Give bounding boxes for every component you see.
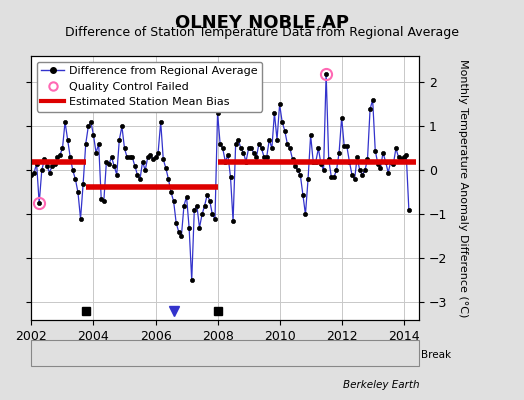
Text: Station Move: Station Move <box>55 350 123 360</box>
Text: ▲: ▲ <box>142 348 151 361</box>
Text: Record Gap: Record Gap <box>155 350 215 360</box>
Text: ▼: ▼ <box>236 348 246 361</box>
Legend: Difference from Regional Average, Quality Control Failed, Estimated Station Mean: Difference from Regional Average, Qualit… <box>37 62 263 112</box>
Text: Time of Obs. Change: Time of Obs. Change <box>249 350 358 360</box>
Text: Difference of Station Temperature Data from Regional Average: Difference of Station Temperature Data f… <box>65 26 459 39</box>
Text: ■: ■ <box>356 348 367 361</box>
Text: Berkeley Earth: Berkeley Earth <box>343 380 419 390</box>
Text: Empirical Break: Empirical Break <box>369 350 452 360</box>
Y-axis label: Monthly Temperature Anomaly Difference (°C): Monthly Temperature Anomaly Difference (… <box>458 59 468 317</box>
Text: OLNEY NOBLE AP: OLNEY NOBLE AP <box>175 14 349 32</box>
Text: ◆: ◆ <box>42 348 52 361</box>
